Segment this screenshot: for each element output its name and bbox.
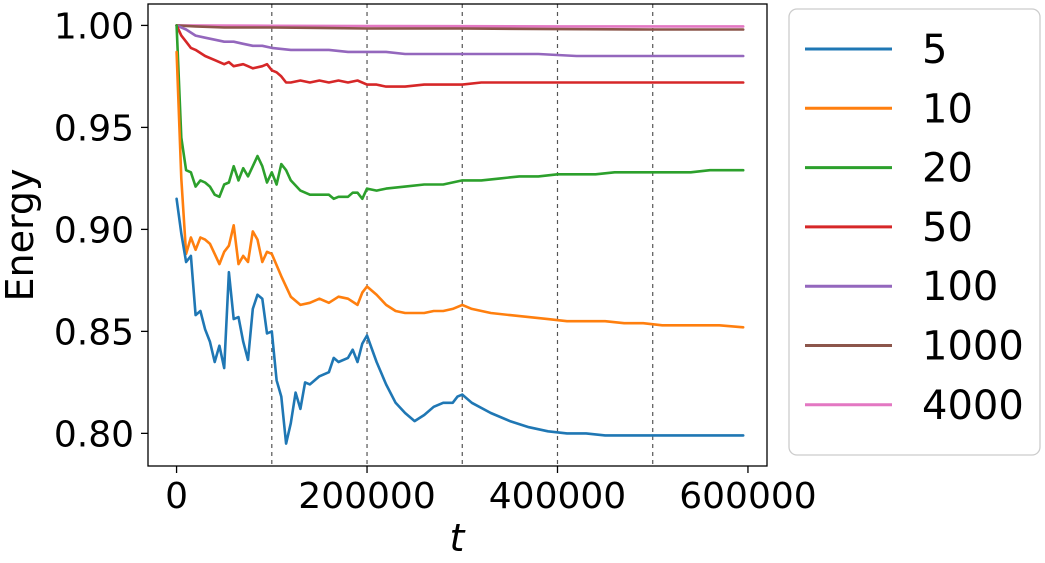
legend-label-1000: 1000 [922,324,1024,370]
series-line-4000 [175,24,745,28]
x-tick-label: 400000 [489,476,626,517]
series-lines [175,24,745,445]
plot-frame [147,3,768,467]
y-axis-label: Energy [0,168,42,301]
x-axis-ticks: 0 200000 400000 600000 [165,466,817,517]
x-tick-label: 600000 [679,476,816,517]
y-tick-label: 0.85 [54,312,134,353]
series-line-50 [175,24,745,88]
y-axis-ticks: 0.80 0.85 0.90 0.95 1.00 [54,6,148,455]
legend-items: 5 10 20 50 100 1000 4000 [805,27,1024,429]
y-tick-label: 0.95 [54,108,134,149]
series-line-100 [175,24,745,58]
series-line-1000 [175,24,745,31]
legend-label-4000: 4000 [922,383,1024,429]
y-tick-label: 0.80 [54,414,134,455]
x-tick-label: 0 [165,476,188,517]
series-line-20 [175,24,745,201]
y-tick-label: 0.90 [54,210,134,251]
legend-label-5: 5 [922,27,947,73]
legend-label-20: 20 [922,146,973,192]
series-line-5 [175,197,745,445]
legend-label-50: 50 [922,205,973,251]
x-tick-label: 200000 [298,476,435,517]
y-tick-label: 1.00 [54,6,134,47]
legend: 5 10 20 50 100 1000 4000 [788,8,1041,456]
legend-frame [788,8,1041,456]
vertical-markers [271,4,654,466]
legend-label-10: 10 [922,86,973,132]
x-axis-label: t [450,516,467,560]
legend-label-100: 100 [922,264,998,310]
series-line-10 [175,50,745,329]
